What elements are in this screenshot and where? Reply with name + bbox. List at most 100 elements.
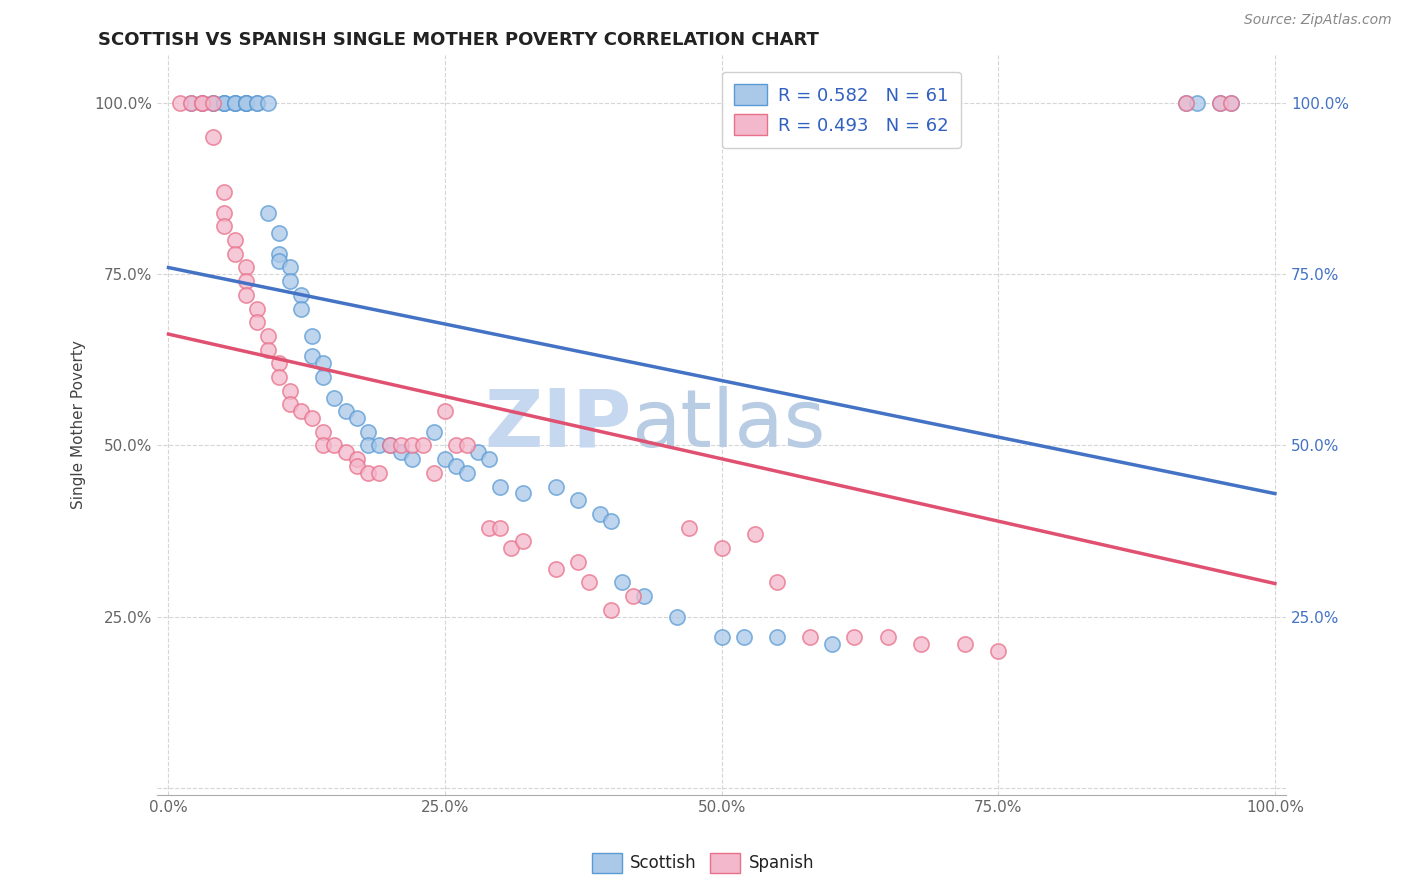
Point	[710, 541, 733, 556]
Point	[312, 370, 335, 384]
Point	[710, 630, 733, 644]
Point	[953, 637, 976, 651]
Point	[678, 521, 700, 535]
Point	[600, 514, 623, 528]
Point	[235, 96, 257, 111]
Point	[269, 356, 291, 370]
Point	[434, 452, 457, 467]
Point	[378, 438, 401, 452]
Point	[412, 438, 434, 452]
Point	[444, 438, 467, 452]
Legend: Scottish, Spanish: Scottish, Spanish	[585, 847, 821, 880]
Point	[224, 96, 246, 111]
Point	[212, 185, 235, 199]
Point	[235, 96, 257, 111]
Point	[434, 404, 457, 418]
Point	[589, 507, 612, 521]
Point	[356, 438, 378, 452]
Point	[257, 329, 280, 343]
Point	[744, 527, 766, 541]
Point	[1175, 96, 1198, 111]
Point	[246, 301, 269, 316]
Point	[489, 479, 512, 493]
Point	[467, 445, 489, 459]
Point	[312, 425, 335, 439]
Point	[512, 534, 534, 549]
Point	[666, 609, 689, 624]
Point	[821, 637, 844, 651]
Text: SCOTTISH VS SPANISH SINGLE MOTHER POVERTY CORRELATION CHART: SCOTTISH VS SPANISH SINGLE MOTHER POVERT…	[98, 31, 820, 49]
Point	[201, 130, 224, 145]
Point	[367, 438, 389, 452]
Point	[257, 343, 280, 357]
Point	[246, 315, 269, 329]
Text: Source: ZipAtlas.com: Source: ZipAtlas.com	[1244, 13, 1392, 28]
Point	[212, 219, 235, 234]
Point	[389, 438, 412, 452]
Point	[423, 425, 446, 439]
Point	[378, 438, 401, 452]
Point	[169, 96, 191, 111]
Point	[290, 404, 312, 418]
Point	[235, 96, 257, 111]
Point	[423, 466, 446, 480]
Point	[766, 575, 789, 590]
Point	[733, 630, 755, 644]
Point	[212, 96, 235, 111]
Point	[1175, 96, 1198, 111]
Point	[235, 288, 257, 302]
Point	[766, 630, 789, 644]
Point	[1208, 96, 1230, 111]
Point	[1219, 96, 1241, 111]
Point	[1187, 96, 1209, 111]
Point	[401, 452, 423, 467]
Point	[478, 452, 501, 467]
Legend: R = 0.582   N = 61, R = 0.493   N = 62: R = 0.582 N = 61, R = 0.493 N = 62	[721, 71, 960, 147]
Point	[235, 260, 257, 275]
Point	[600, 603, 623, 617]
Point	[190, 96, 212, 111]
Point	[212, 96, 235, 111]
Text: atlas: atlas	[631, 386, 825, 464]
Point	[201, 96, 224, 111]
Point	[389, 445, 412, 459]
Point	[401, 438, 423, 452]
Point	[212, 96, 235, 111]
Point	[456, 438, 478, 452]
Point	[212, 205, 235, 219]
Point	[269, 253, 291, 268]
Point	[180, 96, 202, 111]
Point	[456, 466, 478, 480]
Text: ZIP: ZIP	[484, 386, 631, 464]
Point	[269, 370, 291, 384]
Point	[290, 288, 312, 302]
Point	[301, 350, 323, 364]
Point	[356, 466, 378, 480]
Point	[323, 391, 346, 405]
Point	[246, 96, 269, 111]
Point	[876, 630, 898, 644]
Point	[633, 589, 655, 603]
Point	[1208, 96, 1230, 111]
Point	[346, 411, 368, 425]
Point	[278, 384, 301, 398]
Point	[312, 438, 335, 452]
Point	[190, 96, 212, 111]
Point	[224, 96, 246, 111]
Point	[544, 479, 567, 493]
Point	[844, 630, 866, 644]
Point	[257, 96, 280, 111]
Point	[224, 233, 246, 247]
Point	[578, 575, 600, 590]
Point	[567, 493, 589, 508]
Point	[610, 575, 633, 590]
Point	[356, 425, 378, 439]
Point	[278, 260, 301, 275]
Point	[910, 637, 932, 651]
Point	[301, 329, 323, 343]
Point	[501, 541, 523, 556]
Point	[269, 246, 291, 260]
Point	[278, 274, 301, 288]
Point	[335, 404, 357, 418]
Point	[246, 96, 269, 111]
